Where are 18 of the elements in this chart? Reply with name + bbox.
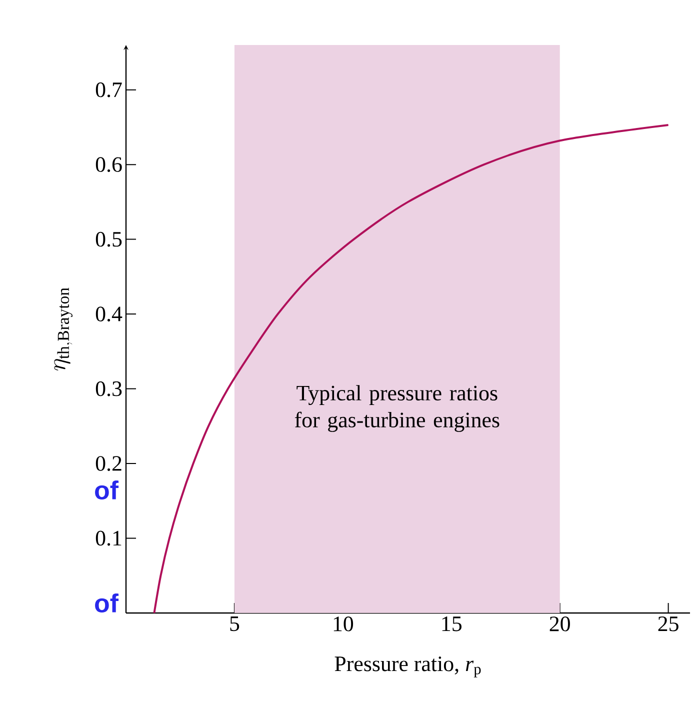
band-label: Typical pressure ratios for gas-turbine engines bbox=[294, 385, 500, 432]
x-tick-label: 10 bbox=[334, 616, 354, 632]
x-tick-label: 5 bbox=[230, 616, 240, 632]
x-tick-label: 15 bbox=[442, 616, 462, 632]
line-series bbox=[153, 124, 670, 614]
y-tick-label: 0.4 bbox=[96, 306, 122, 322]
y-tick-label: 0.7 bbox=[96, 82, 122, 98]
y-tick-label: 0.1 bbox=[96, 530, 122, 546]
text: of bbox=[95, 593, 119, 612]
y-tick-label: 0.6 bbox=[96, 157, 122, 172]
y-axis-title: $\eta_{\mathrm{th,Brayton}}$ bbox=[54, 288, 72, 370]
text: of bbox=[95, 480, 119, 500]
y-tick-label: 0.3 bbox=[96, 381, 122, 396]
x-tick-label: 20 bbox=[550, 616, 570, 632]
y-tick-label: 0.2 bbox=[96, 456, 122, 471]
x-axis-title: Pressure ratio, r$_{p}$ bbox=[334, 656, 481, 678]
y-tick-label: 0.5 bbox=[96, 232, 122, 247]
x-tick-label: 25 bbox=[658, 616, 678, 632]
